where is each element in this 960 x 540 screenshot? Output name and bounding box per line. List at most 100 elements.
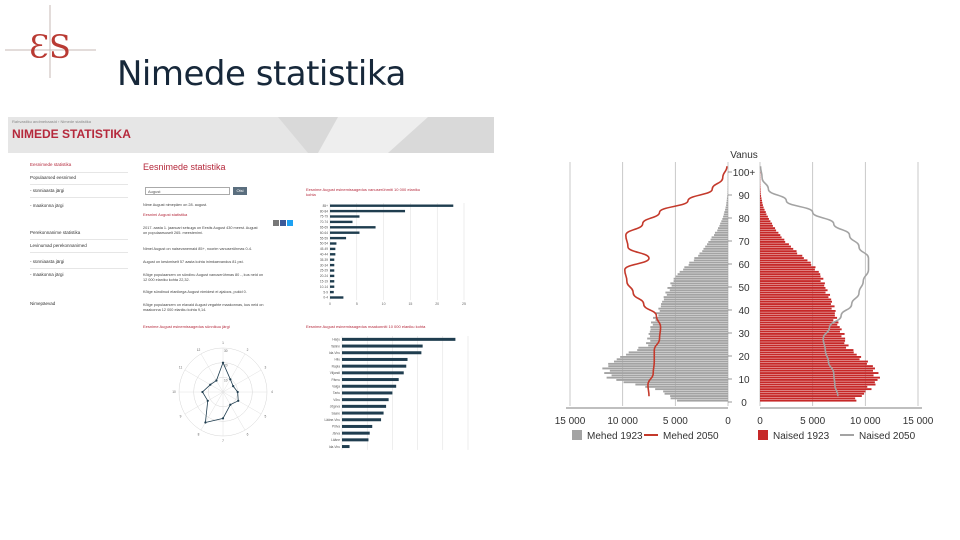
- bar: [330, 296, 344, 299]
- bar-female-1923: [760, 383, 876, 386]
- bar-female-1923: [760, 298, 832, 301]
- bar-female-1923: [760, 367, 875, 370]
- age-tick-label: 0: [741, 398, 747, 409]
- bar: [342, 351, 422, 355]
- age-chart-title: Eesnime August esinemissagedus vanuserüh…: [306, 187, 421, 192]
- bar-male-1923: [677, 399, 728, 402]
- bar-female-1923: [760, 310, 836, 312]
- bar-female-1923: [760, 296, 829, 299]
- bar-female-1923: [760, 280, 821, 282]
- bar-male-1923: [616, 379, 728, 381]
- bar-female-1923: [760, 335, 842, 338]
- bar-female-1923: [760, 224, 773, 227]
- radar-series-line: [201, 361, 239, 424]
- bar-male-1923: [659, 310, 728, 312]
- bar-female-1923: [760, 206, 764, 209]
- radar-point: [221, 417, 225, 420]
- bar-male-1923: [689, 261, 728, 264]
- bar-female-1923: [760, 222, 773, 225]
- bar-male-1923: [694, 257, 728, 259]
- bar-female-1923: [760, 312, 835, 315]
- bar: [342, 337, 456, 341]
- nav-nimepaevad[interactable]: Nimepäevad: [30, 301, 56, 306]
- x-tick-label: 15 000: [555, 416, 586, 427]
- bar-male-1923: [726, 199, 728, 202]
- radar-category-label: 11: [179, 366, 183, 370]
- bar-male-1923: [698, 254, 728, 257]
- stat-paragraph: maakonna 12 000 elaniku kohta 9,14.: [143, 308, 207, 312]
- facebook-icon[interactable]: [280, 220, 286, 226]
- bar-female-1923: [760, 307, 832, 310]
- breadcrumb[interactable]: Rahvastiku andmebaasid › Nimede statisti…: [12, 119, 91, 124]
- bar-male-1923: [708, 241, 728, 243]
- bar: [342, 418, 382, 422]
- bar: [342, 384, 397, 388]
- category-label: Harju: [332, 338, 340, 342]
- radar-spoke: [200, 391, 224, 431]
- radar-category-label: 7: [222, 439, 224, 443]
- radar-point: [209, 383, 212, 386]
- bar-female-1923: [760, 284, 825, 287]
- bar: [330, 269, 335, 272]
- radar-category-label: 3: [265, 366, 267, 370]
- bar: [342, 371, 404, 375]
- bar-female-1923: [760, 392, 865, 395]
- category-label: 80-84: [320, 209, 328, 213]
- bar: [330, 215, 360, 218]
- website-header: Rahvastiku andmebaasid › Nimede statisti…: [8, 117, 494, 153]
- bar-male-1923: [649, 330, 728, 333]
- bar-female-1923: [760, 303, 831, 305]
- category-label: Tartu: [333, 391, 340, 395]
- bar-female-1923: [760, 390, 866, 393]
- bar-female-1923: [760, 220, 771, 223]
- radar-point: [229, 403, 232, 406]
- bar-male-1923: [670, 395, 728, 397]
- nav-populaarsed-eesnimed[interactable]: Populaarsed eesnimed: [30, 175, 77, 180]
- bar-female-1923: [760, 372, 879, 374]
- search-button[interactable]: Otsi: [233, 187, 247, 195]
- bar-female-1923: [760, 270, 819, 273]
- stat-paragraph: Kõige populaarsem on sündinu August vanu…: [143, 273, 264, 277]
- bar: [342, 438, 369, 442]
- bar-female-1923: [760, 204, 763, 207]
- nav-perekonnanimed-synniaasta[interactable]: - sünniaasta järgi: [30, 259, 65, 264]
- nav-eesnimed-synniaasta[interactable]: - sünniaasta järgi: [30, 188, 65, 193]
- category-label: 30-34: [320, 263, 328, 267]
- bar-male-1923: [726, 197, 728, 200]
- bar-male-1923: [724, 211, 728, 213]
- bar-male-1923: [711, 236, 728, 239]
- radar-point: [236, 390, 239, 394]
- bar-female-1923: [760, 213, 767, 216]
- nav-levinumad-perekonnanimed[interactable]: Levinumad perekonnanimed: [30, 243, 87, 248]
- bar-male-1923: [611, 374, 728, 377]
- bar-male-1923: [679, 270, 728, 273]
- category-label: 35-39: [320, 258, 328, 262]
- bar-female-1923: [760, 337, 846, 340]
- bar-male-1923: [722, 218, 728, 220]
- bar-female-1923: [760, 243, 789, 246]
- radar-spoke: [222, 391, 262, 415]
- bar-female-1923: [760, 333, 845, 335]
- nav-eesnimed-maakond[interactable]: - maakonna järgi: [30, 203, 64, 208]
- radar-point: [201, 390, 204, 394]
- bar-female-1923: [760, 282, 825, 285]
- bar-female-1923: [760, 218, 769, 220]
- bar-male-1923: [702, 250, 728, 253]
- bar-female-1923: [760, 257, 804, 259]
- legend-label: Naised 1923: [773, 431, 830, 442]
- search-input[interactable]: August: [145, 187, 230, 195]
- nav-eesnimede-statistika[interactable]: Eesnimede statistika: [30, 162, 72, 167]
- radar-point: [237, 399, 240, 402]
- age-tick-label: 10: [738, 375, 750, 386]
- print-icon[interactable]: [273, 220, 279, 226]
- twitter-icon[interactable]: [287, 220, 293, 226]
- nav-perekonnanime-statistika[interactable]: Perekonnanime statistika: [30, 230, 81, 235]
- age-tick-label: 40: [738, 306, 750, 317]
- age-chart-title2: kohta: [306, 192, 316, 197]
- radar-category-label: 2: [247, 348, 249, 352]
- x-tick-label: 10 000: [607, 416, 638, 427]
- bar-male-1923: [648, 333, 728, 335]
- legend-label: Mehed 2050: [663, 431, 719, 442]
- nav-perekonnanimed-maakond[interactable]: - maakonna järgi: [30, 272, 64, 277]
- bar-male-1923: [646, 342, 728, 345]
